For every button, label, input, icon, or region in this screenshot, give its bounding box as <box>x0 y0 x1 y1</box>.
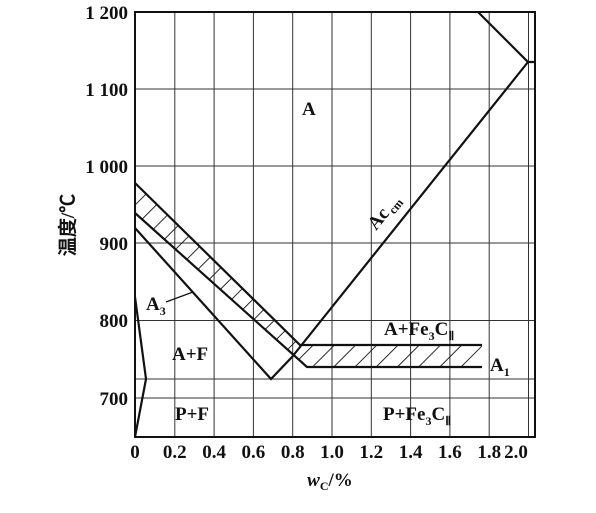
x-axis-title-main: w <box>307 470 320 491</box>
region-p-plus-f: P+F <box>175 404 209 425</box>
region-a-plus-cementite: A+Fe3CⅡ <box>384 319 454 343</box>
y-axis-title: 温度/℃ <box>56 194 79 256</box>
x-tick-label: 0 <box>130 442 140 463</box>
a3-leader-line <box>165 291 194 303</box>
region-a-plus-cementite-main: A+Fe <box>384 319 429 340</box>
x-axis-title-unit: /% <box>328 470 353 491</box>
y-tick-label: 1 100 <box>85 80 128 101</box>
solidus-line <box>477 12 535 64</box>
label-a3-sub: 3 <box>160 304 166 318</box>
y-tick-label: 700 <box>100 389 129 410</box>
x-tick-label: 0.2 <box>163 442 187 463</box>
upper-critical-line <box>135 182 482 347</box>
accm-line <box>291 61 529 358</box>
x-tick-label: 1.8 <box>477 442 501 463</box>
x-tick-label: 0.8 <box>281 442 305 463</box>
label-accm: Accm <box>364 190 407 235</box>
x-axis-title: wC/% <box>307 470 353 493</box>
region-austenite: A <box>302 99 316 120</box>
label-a1-main: A <box>490 355 504 376</box>
region-a-plus-f: A+F <box>172 344 208 365</box>
x-tick-label: 1.0 <box>320 442 344 463</box>
a3-lower-line <box>135 212 482 369</box>
hypoeutectoid-line <box>135 227 293 381</box>
x-tick-labels: 0 0.2 0.4 0.6 0.8 1.0 1.2 1.4 1.6 1.8 2.… <box>130 442 528 463</box>
left-boundary-line <box>135 296 148 437</box>
label-a1: A1 <box>490 355 510 379</box>
x-tick-label: 1.2 <box>359 442 383 463</box>
x-tick-label: 1.6 <box>438 442 462 463</box>
region-p-plus-cementite-main: P+Fe <box>383 404 425 425</box>
c-letter: C <box>435 319 449 340</box>
y-tick-label: 900 <box>100 234 129 255</box>
label-a3: A3 <box>146 294 166 318</box>
fe-subscript: 3 <box>425 414 431 428</box>
c-letter: C <box>431 404 445 425</box>
grid <box>135 12 535 437</box>
y-tick-label: 1 000 <box>85 157 128 178</box>
y-tick-labels: 700 800 900 1 000 1 100 1 200 <box>85 3 128 410</box>
x-axis-title-sub: C <box>320 479 329 493</box>
x-tick-label: 1.4 <box>399 442 423 463</box>
y-tick-label: 1 200 <box>85 3 128 24</box>
x-tick-label: 2.0 <box>504 442 528 463</box>
region-p-plus-cementite: P+Fe3CⅡ <box>383 404 451 428</box>
label-a3-main: A <box>146 294 160 315</box>
fe-subscript: 3 <box>429 329 435 343</box>
label-a1-sub: 1 <box>504 365 510 379</box>
c-subscript: Ⅱ <box>445 414 451 428</box>
c-subscript: Ⅱ <box>448 329 454 343</box>
x-tick-label: 0.4 <box>202 442 226 463</box>
x-tick-label: 0.6 <box>242 442 266 463</box>
y-tick-label: 800 <box>100 311 129 332</box>
plot-frame <box>134 11 536 438</box>
